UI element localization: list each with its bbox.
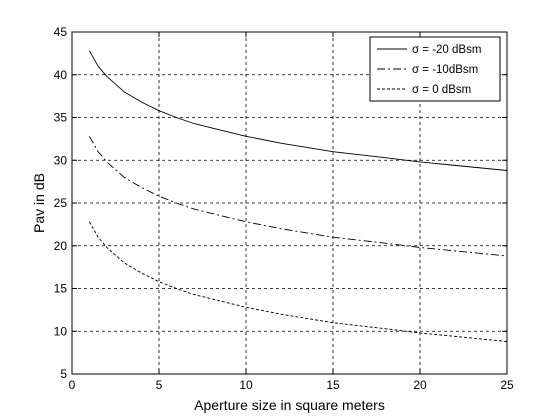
y-tick-label: 5 [60,367,67,381]
series-line-1 [89,50,508,171]
x-tick-label: 25 [500,378,514,392]
x-tick-label: 5 [156,378,163,392]
series-line-2 [89,136,508,257]
y-tick-label: 40 [54,68,68,82]
y-tick-label: 10 [54,324,68,338]
y-tick-label: 15 [54,282,68,296]
x-tick-label: 0 [69,378,76,392]
x-axis-label: Aperture size in square meters [194,397,385,413]
y-tick-label: 25 [54,196,68,210]
legend-label: σ = -20 dBsm [412,44,481,56]
x-tick-label: 10 [239,378,253,392]
y-axis-label: Pav in dB [31,173,47,233]
y-tick-label: 30 [54,153,68,167]
legend-label: σ = -10dBsm [412,64,478,76]
series-lines [89,50,508,342]
legend-box [369,36,501,102]
y-tick-label: 20 [54,239,68,253]
legend: σ = -20 dBsm σ = -10dBsm σ = 0 dBsm [369,36,501,102]
x-tick-label: 20 [413,378,427,392]
legend-label: σ = 0 dBsm [412,84,471,96]
x-tick-label: 15 [326,378,340,392]
series-line-3 [89,221,508,342]
y-tick-label: 45 [54,25,68,39]
y-tick-label: 35 [54,111,68,125]
